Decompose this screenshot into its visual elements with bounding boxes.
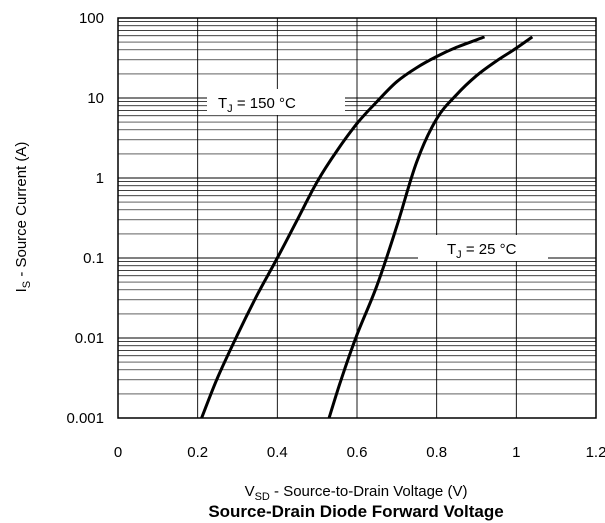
series-label-150: TJ = 150 °C — [207, 89, 345, 115]
x-axis-label: VSD - Source-to-Drain Voltage (V) — [245, 483, 468, 503]
chart-title: Source-Drain Diode Forward Voltage — [208, 502, 503, 521]
series-label-25: TJ = 25 °C — [418, 235, 548, 261]
svg-text:TJ = 25 °C: TJ = 25 °C — [447, 241, 517, 261]
y-tick-label: 1 — [96, 170, 104, 187]
y-tick-label: 100 — [79, 10, 104, 27]
series-line-1 — [327, 35, 534, 419]
y-tick-label: 10 — [87, 90, 104, 107]
x-tick-label: 0 — [114, 444, 122, 461]
x-tick-label: 0.6 — [347, 444, 368, 461]
plot-frame — [117, 17, 597, 419]
y-tick-label: 0.1 — [83, 250, 104, 267]
svg-text:TJ = 150 °C: TJ = 150 °C — [218, 95, 296, 115]
x-tick-label: 1 — [512, 444, 520, 461]
tick-labels: 0 0.2 0.4 0.6 0.8 1 1.2 0.001 0.01 0.1 1 10 100 — [66, 10, 605, 461]
series-line-0 — [200, 35, 486, 419]
y-tick-label: 0.01 — [75, 330, 104, 347]
x-tick-label: 0.2 — [187, 444, 208, 461]
x-tick-label: 1.2 — [586, 444, 605, 461]
x-tick-label: 0.4 — [267, 444, 288, 461]
grid — [118, 18, 596, 418]
x-tick-label: 0.8 — [426, 444, 447, 461]
series-lines — [200, 35, 534, 419]
y-axis-label: IS - Source Current (A) — [13, 142, 33, 293]
y-tick-label: 0.001 — [66, 410, 104, 427]
